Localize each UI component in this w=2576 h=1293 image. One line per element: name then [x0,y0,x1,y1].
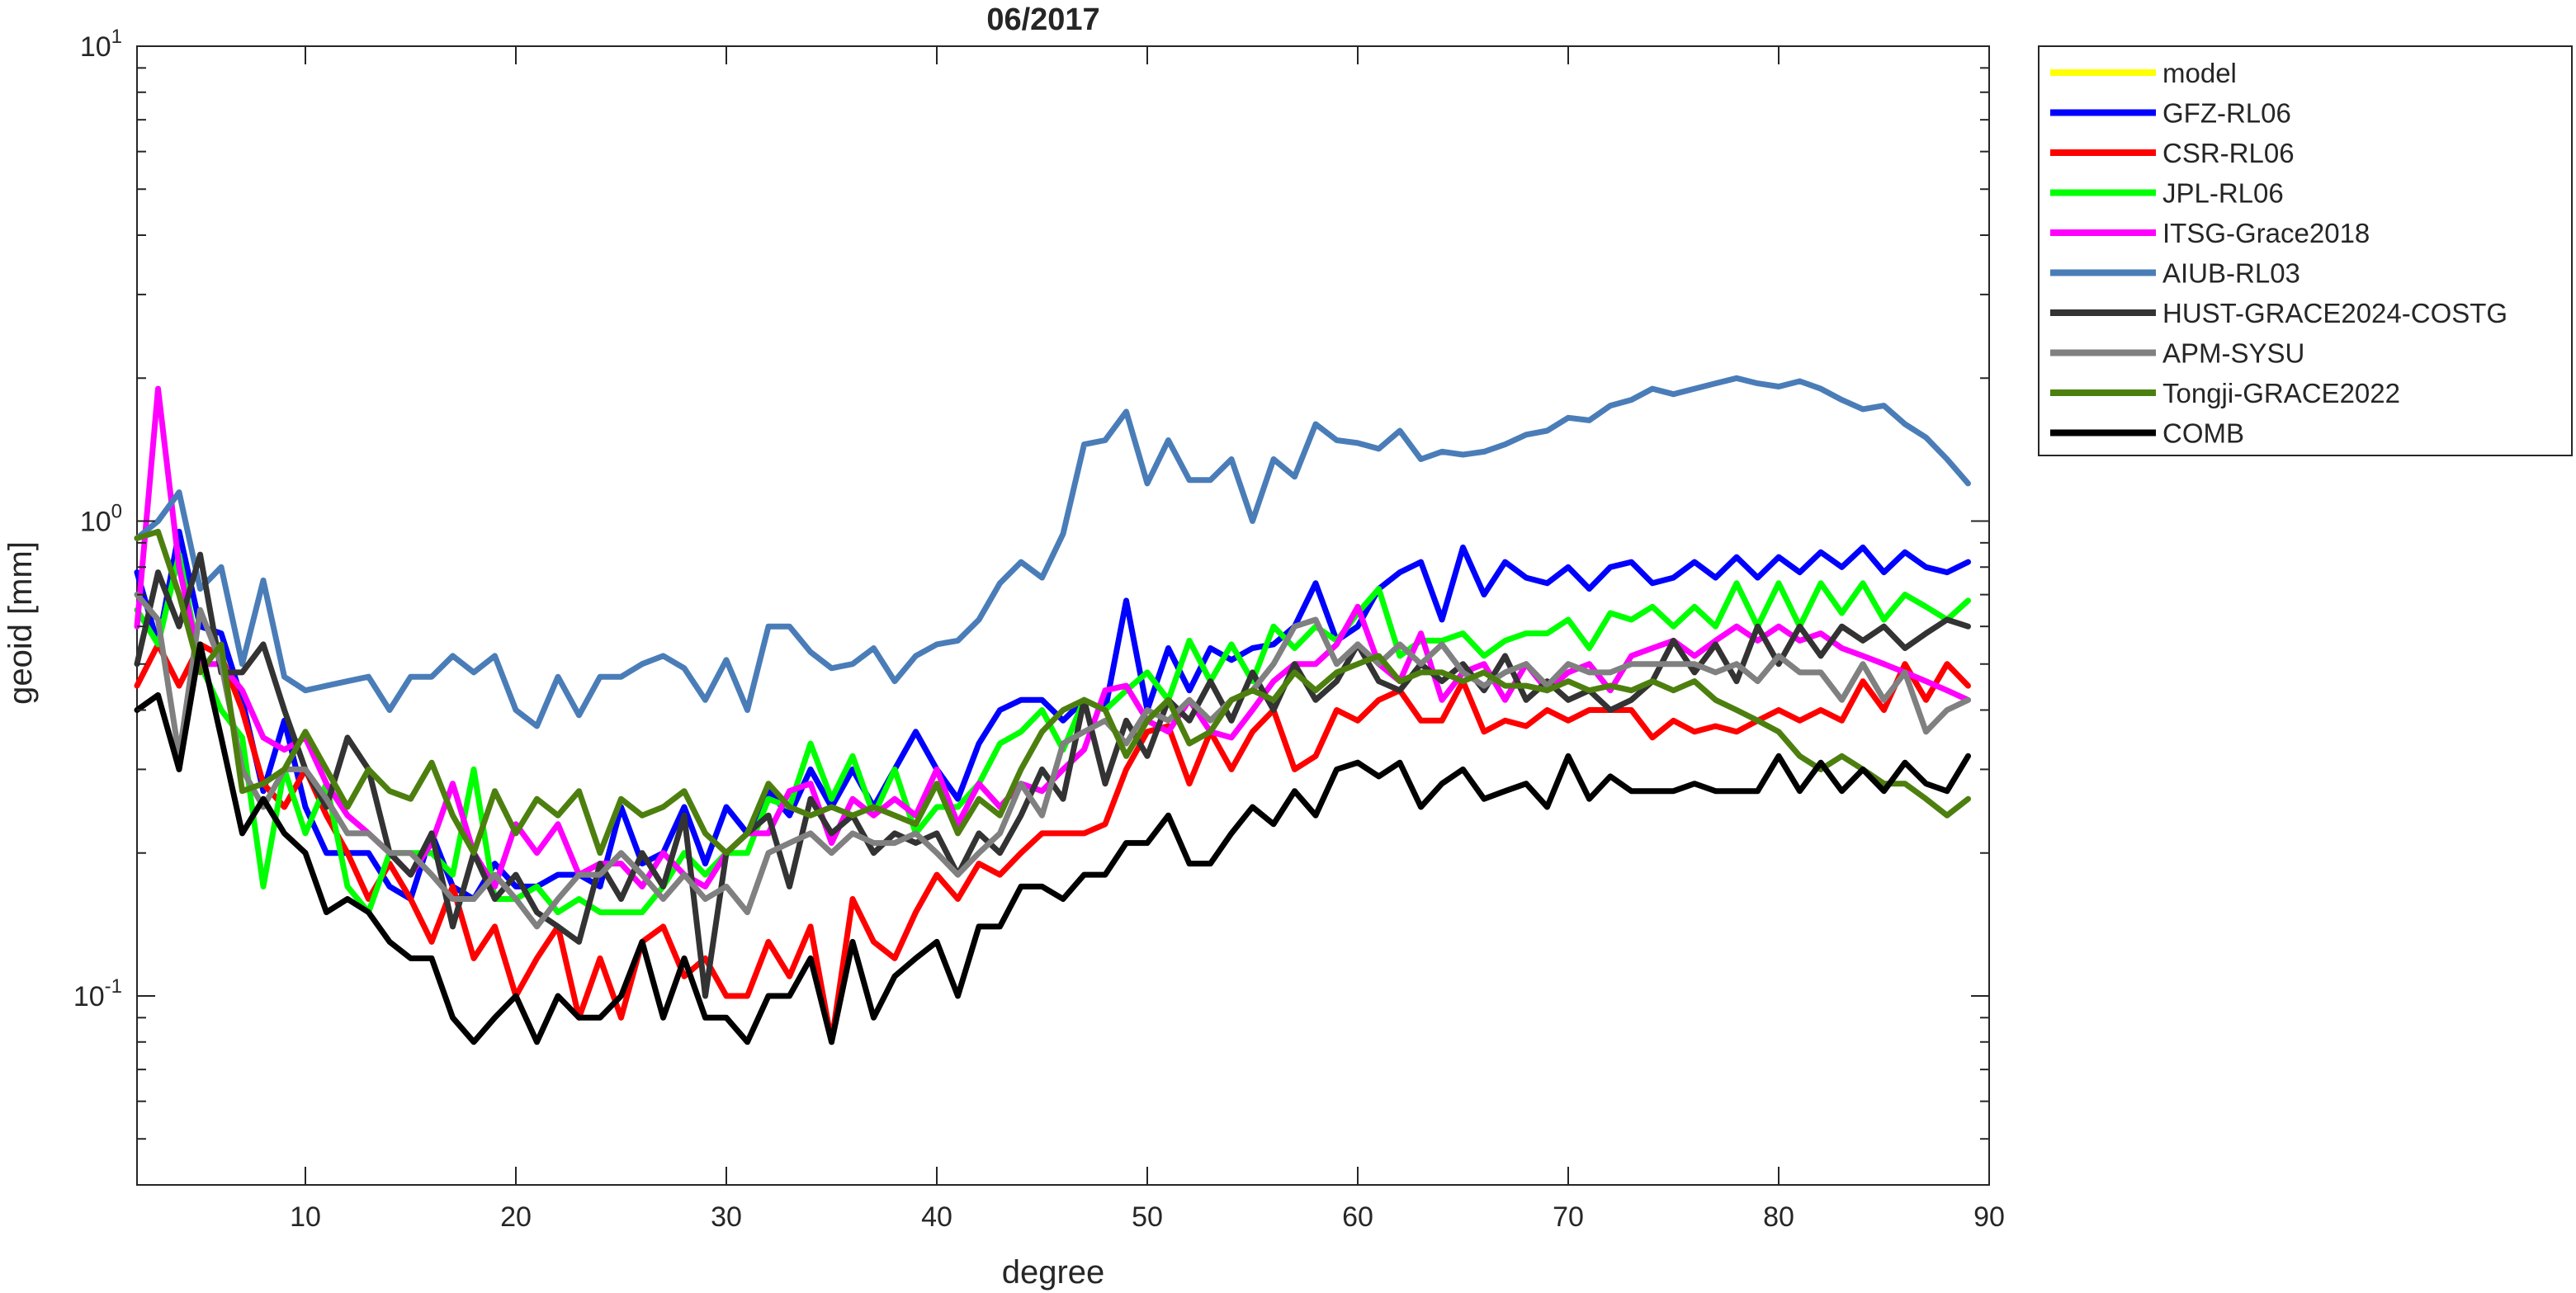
y-tick-base: 10 [73,981,105,1012]
x-tick-label: 40 [921,1201,952,1233]
legend-label: CSR-RL06 [2162,138,2295,168]
y-tick-base: 10 [80,506,111,537]
legend-item: GFZ-RL06 [2050,98,2291,129]
legend-item: ITSG-Grace2018 [2050,218,2370,248]
legend-item: CSR-RL06 [2050,138,2295,168]
x-tick-label: 20 [500,1201,532,1233]
series-line-comb [134,641,1971,1045]
legend-item: JPL-RL06 [2050,178,2284,209]
series-line-csr-rl06 [134,641,1971,1045]
legend-item: Tongji-GRACE2022 [2050,378,2400,408]
chart-title: 06/2017 [986,2,1099,37]
legend-label: ITSG-Grace2018 [2162,218,2370,248]
legend-label: HUST-GRACE2024-COSTG [2162,298,2507,328]
y-tick-label: 101 [80,26,122,63]
y-tick-exponent: 1 [111,26,122,48]
y-tick-base: 10 [80,31,111,63]
legend-label: APM-SYSU [2162,338,2304,369]
x-axis-label: degree [1002,1254,1105,1291]
x-tick-label: 90 [1973,1201,2005,1233]
series-line-tongji-grace2022 [134,528,1971,856]
legend-item: COMB [2050,418,2244,449]
y-tick-exponent: 0 [111,500,122,522]
series-line-aiub-rl03 [134,375,1971,729]
legend-item: model [2050,58,2237,88]
x-tick-label: 10 [290,1201,321,1233]
y-tick-label: 10-1 [73,975,122,1012]
series-line-apm-sysu [134,592,1971,930]
legend-item: HUST-GRACE2024-COSTG [2050,298,2507,328]
x-tick-label: 50 [1132,1201,1163,1233]
plot-frame [136,45,1990,1186]
legend-label: Tongji-GRACE2022 [2162,378,2400,408]
legend-label: model [2162,58,2237,88]
legend-label: GFZ-RL06 [2162,98,2291,129]
series-line-jpl-rl06 [134,551,1971,916]
legend-item: AIUB-RL03 [2050,258,2300,289]
legend-item: APM-SYSU [2050,338,2304,369]
series-lines [134,375,1971,1045]
legend-label: JPL-RL06 [2162,178,2284,209]
legend-items: model GFZ-RL06 CSR-RL06 JPL-RL06 ITSG-Grace2… [2050,58,2507,449]
legend-label: AIUB-RL03 [2162,258,2300,289]
legend: model GFZ-RL06 CSR-RL06 JPL-RL06 ITSG-Grace2… [2038,45,2573,456]
x-tick-label: 80 [1763,1201,1794,1233]
x-tick-label: 60 [1342,1201,1373,1233]
y-tick-exponent: -1 [105,975,122,998]
x-tick-label: 70 [1553,1201,1584,1233]
x-tick-label: 30 [711,1201,742,1233]
y-axis-label: geoid [mm] [2,541,39,705]
y-tick-label: 100 [80,500,122,537]
legend-label: COMB [2162,418,2244,449]
